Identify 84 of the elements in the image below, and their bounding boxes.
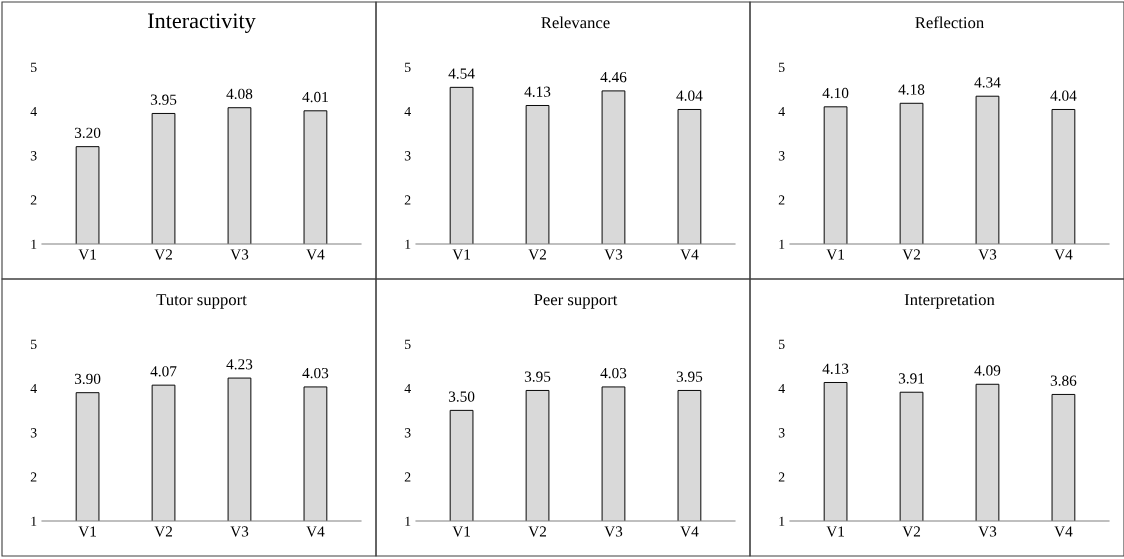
y-tick-label: 1	[405, 516, 411, 526]
x-tick-label: V3	[978, 526, 997, 537]
data-label: 3.91	[898, 373, 924, 384]
data-label: 4.10	[822, 87, 849, 99]
y-tick-label: 5	[779, 339, 785, 349]
y-tick-label: 5	[779, 62, 785, 72]
y-tick-label: 3	[30, 151, 37, 161]
y-tick-label: 4	[404, 106, 411, 117]
x-tick-label: V3	[978, 249, 997, 260]
y-tick-label: 1	[31, 516, 37, 526]
data-label: 3.90	[74, 373, 101, 385]
x-tick-label: V4	[1054, 526, 1073, 537]
x-tick-label: V1	[826, 526, 844, 537]
data-label: 4.08	[226, 88, 253, 100]
y-tick-label: 3	[30, 428, 37, 438]
y-tick-label: 2	[404, 472, 411, 482]
x-tick-label: V3	[230, 526, 249, 537]
chart-title: Tutor support	[156, 294, 247, 309]
chart-title: Peer support	[534, 294, 618, 309]
x-tick-label: V4	[1054, 249, 1073, 260]
data-label: 4.46	[600, 71, 627, 83]
data-label: 4.09	[974, 365, 1001, 376]
x-tick-label: V1	[826, 249, 844, 260]
x-tick-label: V2	[154, 249, 173, 260]
data-label: 4.34	[974, 77, 1001, 88]
chart-title: Relevance	[541, 16, 610, 29]
y-tick-label: 2	[778, 195, 785, 205]
y-tick-label: 5	[405, 339, 411, 349]
x-tick-label: V1	[78, 526, 96, 537]
y-tick-label: 3	[404, 151, 411, 161]
data-label: 4.23	[226, 359, 253, 370]
data-label: 3.20	[74, 127, 101, 139]
data-label: 4.07	[150, 366, 177, 377]
data-label: 4.18	[898, 84, 925, 95]
x-tick-label: V2	[528, 526, 547, 537]
y-tick-label: 3	[778, 151, 785, 161]
data-label: 4.13	[524, 86, 551, 97]
y-tick-label: 3	[778, 428, 785, 438]
x-tick-label: V2	[154, 526, 173, 537]
y-tick-label: 2	[30, 195, 37, 205]
y-tick-label: 4	[404, 383, 411, 394]
data-label: 3.95	[676, 371, 703, 382]
y-tick-label: 5	[31, 339, 37, 349]
y-tick-label: 2	[404, 195, 411, 205]
x-tick-label: V2	[528, 249, 547, 260]
chart-title: Reflection	[915, 16, 984, 29]
y-tick-label: 1	[405, 239, 411, 249]
y-tick-label: 1	[31, 239, 37, 249]
y-tick-label: 4	[778, 106, 785, 117]
x-tick-label: V3	[604, 526, 623, 537]
y-tick-label: 3	[404, 428, 411, 438]
data-label: 4.01	[302, 91, 328, 103]
data-label: 4.04	[676, 90, 703, 101]
x-tick-label: V1	[452, 526, 470, 537]
y-tick-label: 2	[778, 472, 785, 482]
data-label: 4.54	[448, 68, 475, 79]
x-tick-label: V2	[902, 526, 921, 537]
x-tick-label: V3	[230, 249, 249, 260]
x-tick-label: V4	[680, 526, 699, 537]
x-tick-label: V1	[452, 249, 470, 260]
y-tick-label: 4	[778, 383, 785, 394]
data-label: 3.95	[524, 371, 551, 382]
data-label: 4.03	[600, 367, 627, 379]
chart-title: Interactivity	[148, 13, 256, 33]
y-tick-label: 4	[30, 106, 37, 117]
x-tick-label: V2	[902, 249, 921, 260]
data-label: 3.50	[448, 391, 475, 402]
y-tick-label: 5	[31, 62, 37, 72]
x-tick-label: V4	[306, 249, 325, 260]
y-tick-label: 1	[779, 239, 785, 249]
data-label: 3.86	[1050, 375, 1077, 386]
data-label: 4.13	[822, 363, 849, 374]
x-tick-label: V1	[78, 249, 96, 260]
x-tick-label: V3	[604, 249, 623, 260]
x-tick-label: V4	[306, 526, 325, 537]
chart-title: Interpretation	[904, 294, 995, 309]
x-tick-label: V4	[680, 249, 699, 260]
data-label: 4.03	[302, 367, 329, 379]
y-tick-label: 4	[30, 383, 37, 394]
y-tick-label: 5	[405, 62, 411, 72]
data-label: 4.04	[1050, 90, 1077, 101]
y-tick-label: 2	[30, 472, 37, 482]
data-label: 3.95	[150, 94, 177, 105]
y-tick-label: 1	[779, 516, 785, 526]
